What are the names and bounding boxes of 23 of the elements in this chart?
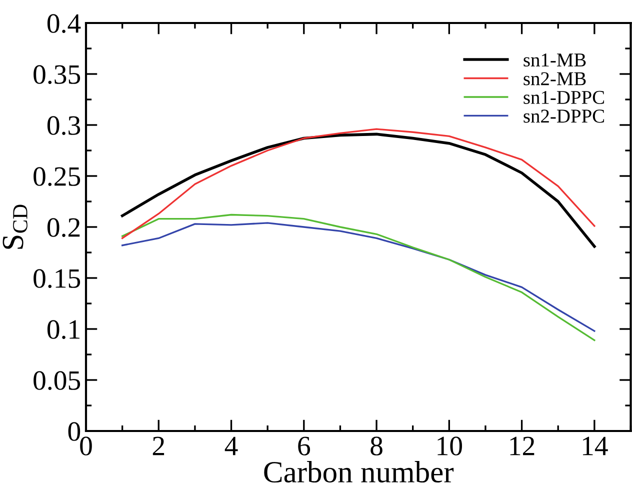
y-tick-label: 0.4 — [47, 14, 81, 34]
x-tick-label: 0 — [80, 436, 92, 456]
y-tick-label: 0.1 — [47, 320, 80, 340]
x-tick-label: 12 — [510, 436, 534, 456]
y-tick-label: 0.3 — [47, 116, 80, 136]
x-tick-label: 4 — [224, 436, 238, 456]
legend-label: sn1-DPPC — [524, 90, 604, 104]
x-tick-label: 2 — [152, 436, 164, 456]
legend-label: sn2-MB — [524, 72, 586, 86]
y-tick-label: 0.25 — [34, 167, 80, 186]
legend-label: sn1-MB — [524, 54, 586, 67]
x-tick-label: 8 — [370, 436, 382, 456]
x-tick-label: 14 — [582, 436, 608, 456]
legend-label: sn2-DPPC — [524, 110, 604, 123]
y-tick-label: 0.15 — [34, 269, 80, 288]
y-tick-label: 0.05 — [34, 371, 80, 390]
y-axis-title: S$_{CD}$ — [2, 204, 28, 249]
x-axis-title: Carbon number — [264, 461, 454, 483]
x-tick-label: 10 — [438, 436, 462, 456]
y-tick-label: 0 — [68, 422, 80, 441]
y-tick-label: 0.35 — [34, 65, 80, 84]
x-tick-label: 6 — [298, 436, 310, 456]
y-tick-label: 0.2 — [47, 218, 80, 238]
